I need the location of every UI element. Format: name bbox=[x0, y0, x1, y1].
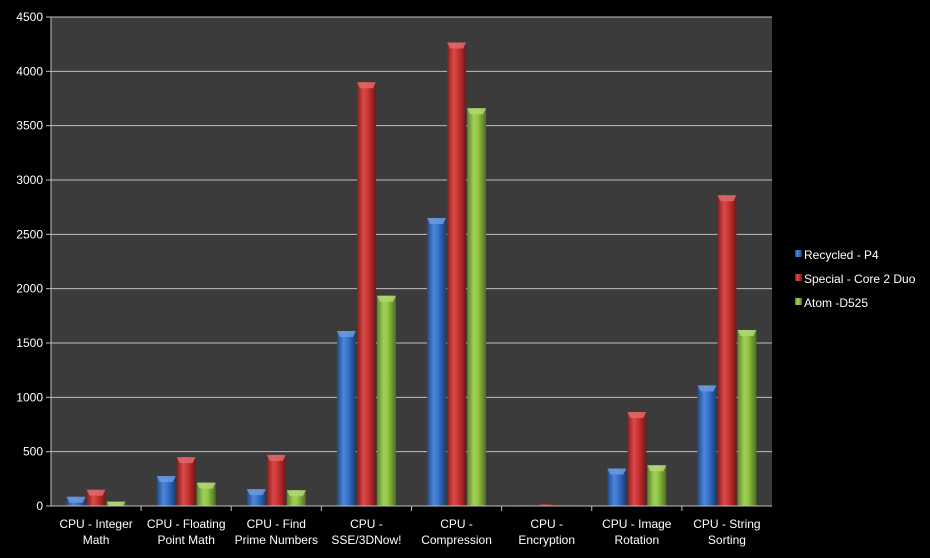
legend-label: Recycled - P4 bbox=[804, 248, 879, 262]
x-tick-label: CPU -Encryption bbox=[518, 517, 575, 547]
bar-cap bbox=[86, 489, 106, 496]
bar bbox=[467, 108, 487, 506]
y-tick-label: 3500 bbox=[16, 119, 43, 133]
bar-cap bbox=[447, 42, 467, 49]
bar-cap bbox=[266, 454, 286, 461]
bar-cap bbox=[467, 108, 487, 115]
bar bbox=[717, 195, 737, 507]
x-tick-label: CPU -SSE/3DNow! bbox=[331, 517, 401, 547]
y-tick-label: 3000 bbox=[16, 173, 43, 187]
x-tick-label: CPU - Find Prime Numbers bbox=[235, 517, 318, 547]
legend-swatch bbox=[795, 274, 802, 281]
bar-cap bbox=[697, 385, 717, 392]
bar-cap bbox=[356, 82, 376, 89]
bar-cap bbox=[246, 489, 266, 496]
bar-cap bbox=[106, 501, 126, 506]
bar bbox=[356, 82, 376, 506]
bar-cap bbox=[717, 195, 737, 202]
bar bbox=[537, 504, 557, 506]
bar-cap bbox=[737, 329, 757, 336]
bar-cap bbox=[647, 465, 667, 472]
x-tick-label: CPU - String Sorting bbox=[693, 517, 760, 547]
bar-cap bbox=[627, 412, 647, 419]
bar bbox=[156, 476, 176, 506]
bar-cap bbox=[607, 468, 627, 475]
bar-cap bbox=[196, 482, 216, 489]
bar bbox=[607, 468, 627, 506]
y-tick-label: 0 bbox=[36, 499, 43, 513]
bar bbox=[427, 218, 447, 507]
bar bbox=[737, 329, 757, 506]
y-tick-label: 2000 bbox=[16, 282, 43, 296]
y-tick-label: 1000 bbox=[16, 390, 43, 404]
y-tick-label: 2500 bbox=[16, 227, 43, 241]
y-tick-label: 4500 bbox=[16, 10, 43, 24]
y-tick-label: 1500 bbox=[16, 336, 43, 350]
x-tick-label: CPU - Image Rotation bbox=[602, 517, 672, 547]
legend-label: Special - Core 2 Duo bbox=[804, 272, 916, 286]
bar bbox=[647, 465, 667, 506]
x-tick-label: CPU - Floating Point Math bbox=[147, 517, 226, 547]
bar-cap bbox=[286, 490, 306, 497]
bar-cap bbox=[156, 476, 176, 483]
bar-cap bbox=[336, 331, 356, 338]
bar bbox=[176, 457, 196, 506]
bar bbox=[627, 412, 647, 506]
y-tick-label: 4000 bbox=[16, 64, 43, 78]
bar bbox=[336, 331, 356, 506]
bar bbox=[447, 42, 467, 506]
legend-swatch bbox=[795, 250, 802, 257]
y-tick-label: 500 bbox=[23, 445, 43, 459]
legend-swatch bbox=[795, 298, 802, 305]
bar bbox=[376, 295, 396, 506]
bar bbox=[697, 385, 717, 506]
plot-area bbox=[51, 17, 772, 506]
legend-label: Atom -D525 bbox=[804, 296, 868, 310]
bar-cap bbox=[376, 295, 396, 302]
bar-cap bbox=[176, 457, 196, 464]
x-tick-label: CPU - Integer Math bbox=[59, 517, 132, 547]
bar-cap bbox=[66, 496, 86, 503]
bar-cap bbox=[427, 218, 447, 225]
bar bbox=[266, 454, 286, 506]
x-tick-label: CPU -Compression bbox=[421, 517, 492, 547]
